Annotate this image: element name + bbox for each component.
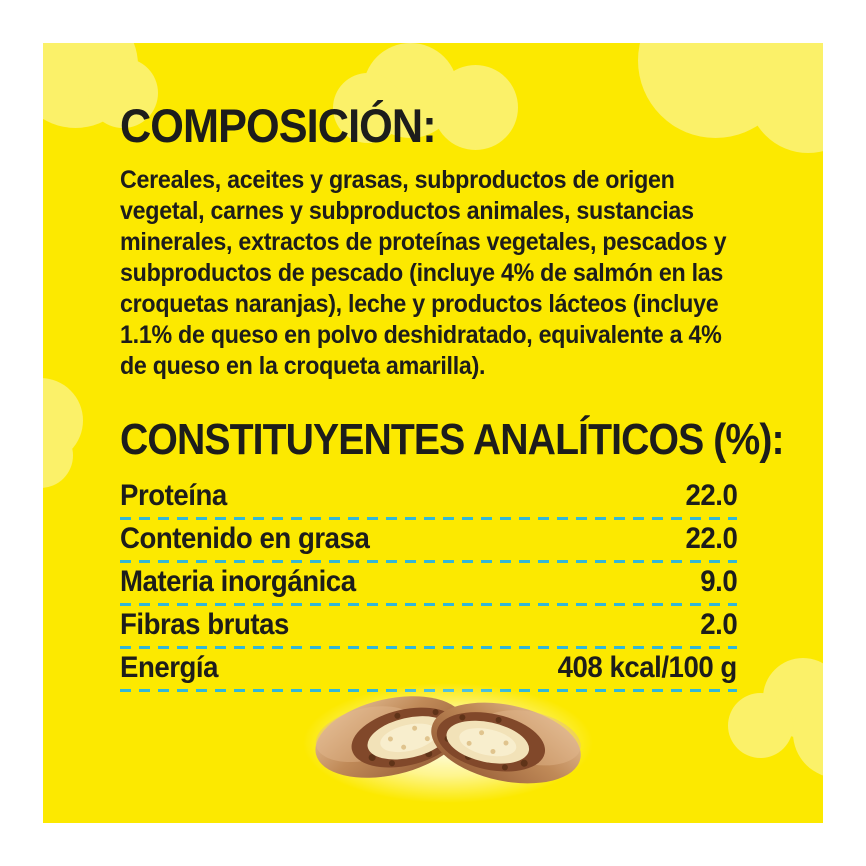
table-row: Fibras brutas 2.0 <box>120 606 737 649</box>
composition-text-line: croquetas naranjas), leche y productos l… <box>120 290 719 318</box>
cloud-top-right-decoration <box>638 43 823 193</box>
row-divider <box>120 646 737 649</box>
analytical-table: Proteína 22.0 Contenido en grasa 22.0 Ma… <box>120 477 737 692</box>
row-label: Energía <box>120 651 219 684</box>
composition-text-line: subproductos de pescado (incluye 4% de s… <box>120 259 724 287</box>
row-label: Fibras brutas <box>120 608 289 641</box>
table-row: Proteína 22.0 <box>120 477 737 520</box>
row-label: Proteína <box>120 479 227 512</box>
table-row: Materia inorgánica 9.0 <box>120 563 737 606</box>
row-label: Contenido en grasa <box>120 522 370 555</box>
cloud-mid-left-decoration <box>43 378 118 488</box>
row-value: 22.0 <box>685 522 737 555</box>
row-label: Materia inorgánica <box>120 565 356 598</box>
row-divider <box>120 603 737 606</box>
composition-text-line: vegetal, carnes y subproductos animales,… <box>120 197 694 225</box>
cloud-title-decoration <box>333 43 523 153</box>
composition-text-line: 1.1% de queso en polvo deshidratado, equ… <box>120 321 722 349</box>
row-value: 2.0 <box>699 608 737 641</box>
row-value: 22.0 <box>685 479 737 512</box>
split-croquette-treat-icon <box>303 683 593 803</box>
composition-text-line: Cereales, aceites y grasas, subproductos… <box>120 166 675 194</box>
composition-text: Cereales, aceites y grasas, subproductos… <box>120 165 771 382</box>
table-row: Contenido en grasa 22.0 <box>120 520 737 563</box>
row-value: 9.0 <box>699 565 737 598</box>
row-value: 408 kcal/100 g <box>557 651 738 684</box>
row-divider <box>120 517 737 520</box>
composition-text-line: minerales, extractos de proteínas vegeta… <box>120 228 727 256</box>
cloud-top-left-decoration <box>43 43 213 173</box>
label-panel: COMPOSICIÓN: Cereales, aceites y grasas,… <box>43 43 823 823</box>
cloud-bottom-right-decoration <box>728 658 823 778</box>
composition-title: COMPOSICIÓN: <box>120 99 437 152</box>
row-divider <box>120 560 737 563</box>
analytical-title: CONSTITUYENTES ANALÍTICOS (%): <box>120 415 785 464</box>
composition-text-line: de queso en la croqueta amarilla). <box>120 352 486 380</box>
